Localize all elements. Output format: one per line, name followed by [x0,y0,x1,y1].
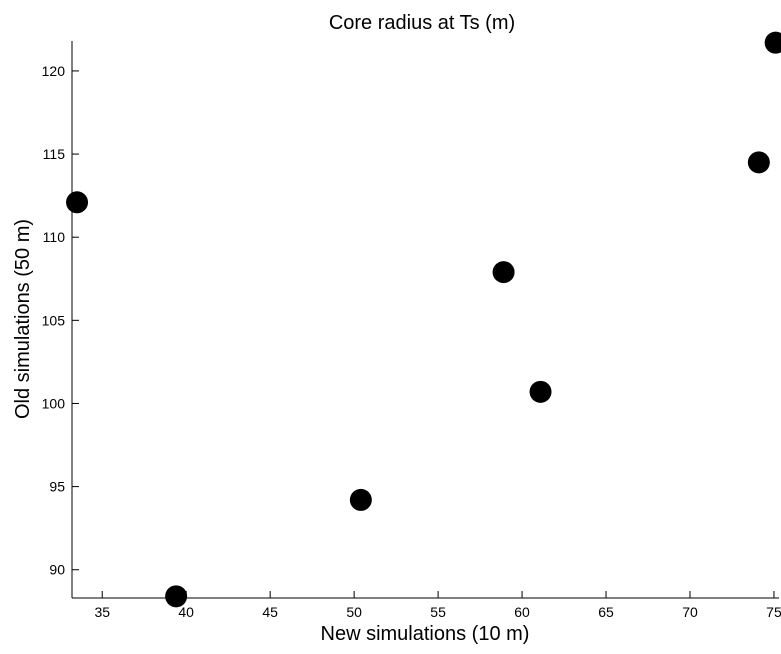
data-point [747,151,770,174]
x-tick-label: 70 [682,604,698,620]
x-tick-label: 55 [430,604,446,620]
data-points [66,31,781,608]
chart-title: Core radius at Ts (m) [329,12,515,34]
plot-frame [71,41,779,599]
x-tick-label: 65 [598,604,614,620]
x-tick-label: 60 [514,604,530,620]
x-tick-label: 50 [346,604,362,620]
y-tick-label: 95 [49,479,65,495]
data-point [349,488,372,511]
y-tick-label: 110 [43,229,66,245]
y-tick-label: 115 [43,146,66,162]
y-axis-ticks: 90 95 100 105 110 115 120 [42,63,79,578]
data-point [165,585,188,608]
data-point [66,191,89,214]
y-tick-label: 90 [49,562,65,578]
x-axis-ticks: 35 40 45 50 55 60 65 70 75 [94,591,781,620]
y-axis-title: Old simulations (50 m) [12,219,34,419]
data-point [529,380,552,403]
y-tick-label: 105 [42,312,66,328]
data-point [764,31,781,54]
x-tick-label: 35 [94,604,110,620]
y-tick-label: 120 [42,63,66,79]
x-tick-label: 45 [262,604,278,620]
x-axis-title: New simulations (10 m) [321,623,530,645]
x-tick-label: 75 [766,604,781,620]
y-tick-label: 100 [42,395,66,411]
data-point [492,261,515,284]
x-tick-label: 40 [178,604,194,620]
